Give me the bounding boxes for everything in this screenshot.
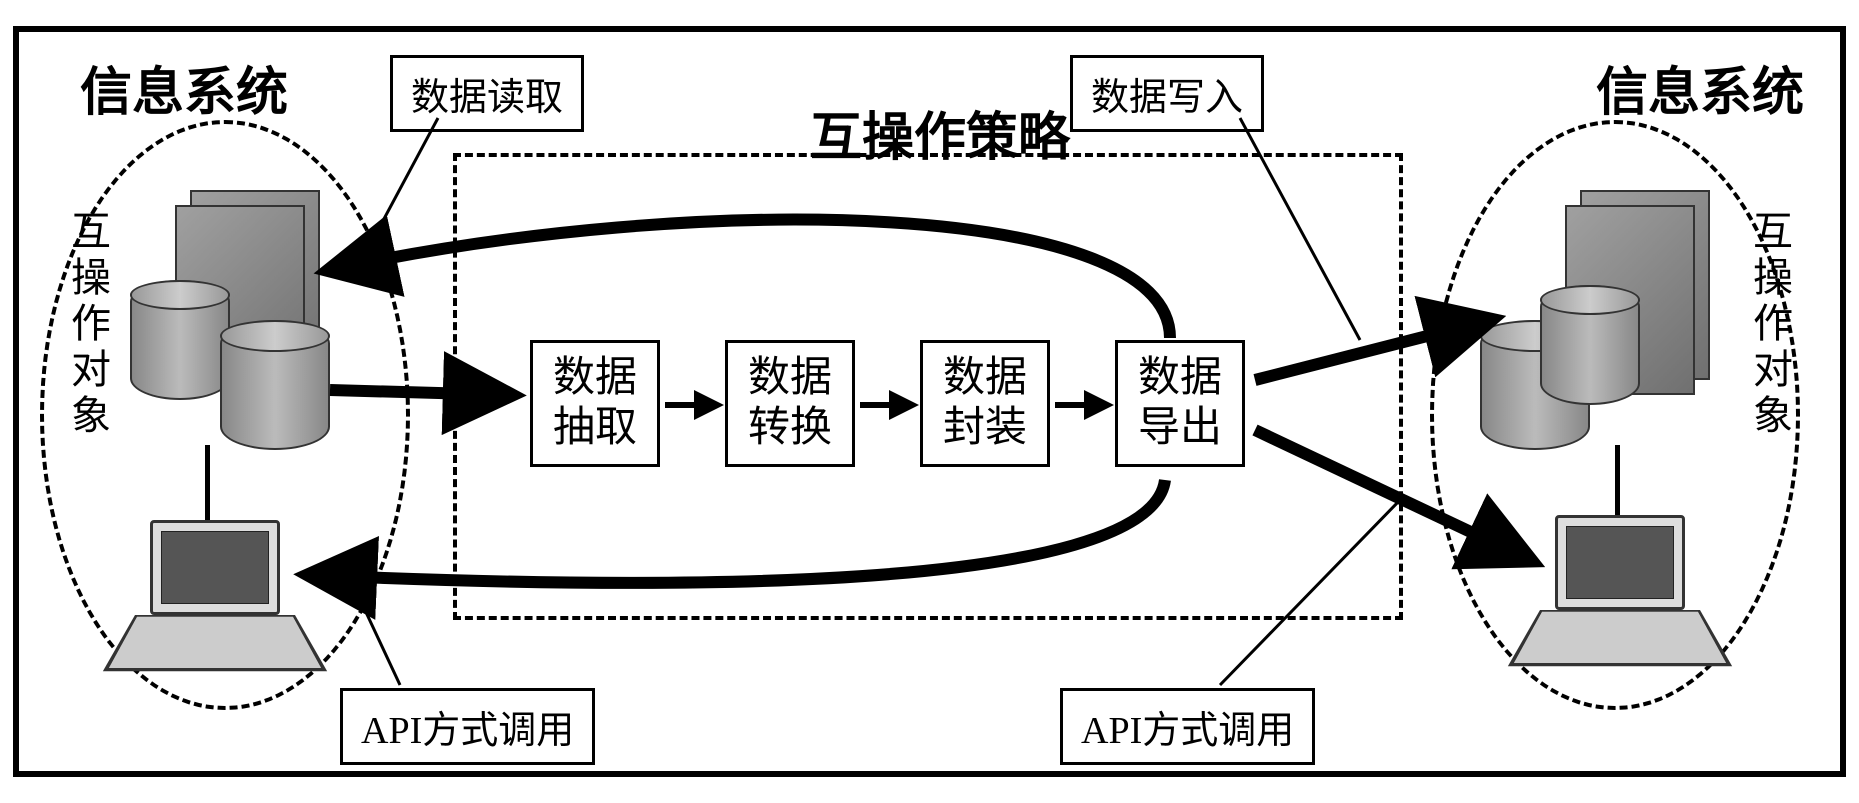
left-object-label: 互操作对象 <box>58 210 116 440</box>
pipeline-label: 数据封装 <box>943 353 1027 454</box>
right-server-icon <box>1480 190 1700 440</box>
pipeline-label: 数据导出 <box>1138 353 1222 454</box>
pipeline-box-package: 数据封装 <box>920 340 1050 467</box>
pipeline-label: 数据转换 <box>748 353 832 454</box>
right-system-title: 信息系统 <box>1596 50 1804 125</box>
data-read-label: 数据读取 <box>390 55 584 132</box>
data-write-label: 数据写入 <box>1070 55 1264 132</box>
left-connector-line <box>205 445 210 525</box>
right-object-label: 互操作对象 <box>1740 210 1798 440</box>
pipeline-box-transform: 数据转换 <box>725 340 855 467</box>
left-system-title: 信息系统 <box>80 50 288 125</box>
left-server-icon <box>130 190 330 440</box>
pipeline-box-extract: 数据抽取 <box>530 340 660 467</box>
pipeline-label: 数据抽取 <box>553 353 637 454</box>
left-laptop-icon <box>135 520 295 670</box>
api-call-right-label: API方式调用 <box>1060 688 1315 765</box>
right-laptop-icon <box>1540 515 1700 665</box>
right-connector-line <box>1615 445 1620 525</box>
api-call-left-label: API方式调用 <box>340 688 595 765</box>
pipeline-box-export: 数据导出 <box>1115 340 1245 467</box>
